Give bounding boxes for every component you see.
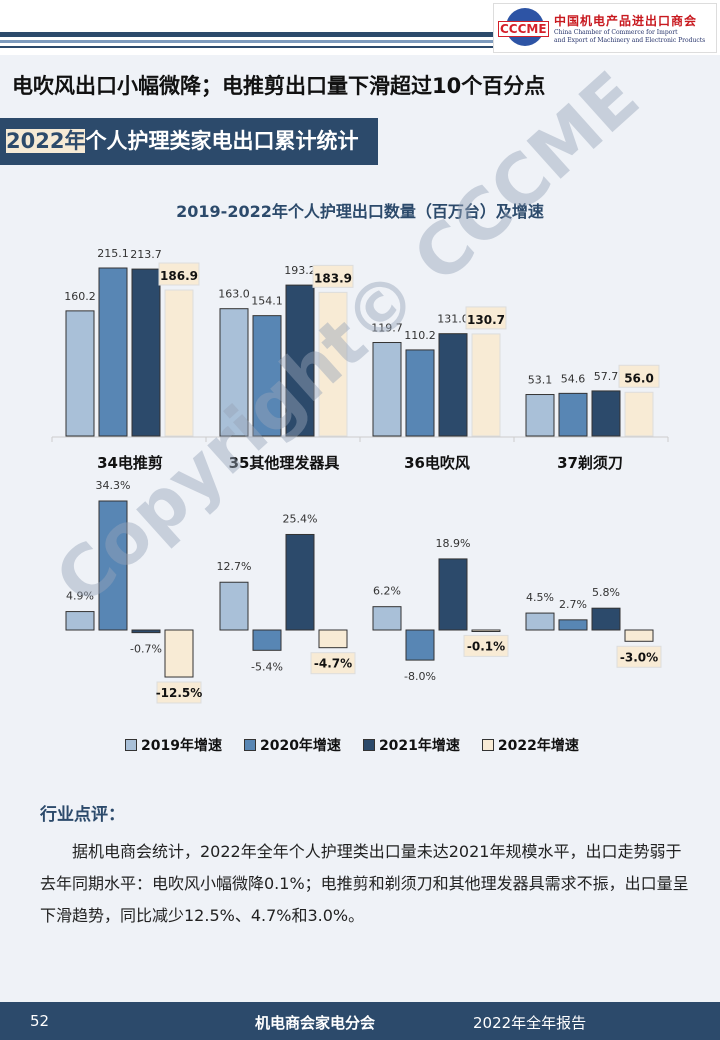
bar-2022年增速 [318, 629, 348, 649]
bar-2022 [164, 289, 194, 437]
data-label: 53.1 [528, 374, 553, 387]
data-label-box [158, 262, 200, 286]
bar-2020年增速 [98, 500, 128, 631]
data-label: 18.9% [436, 537, 471, 550]
data-label: 110.2 [404, 329, 436, 342]
header-stripe [0, 40, 495, 43]
bar-2019 [372, 342, 402, 437]
page-number: 52 [30, 1012, 50, 1030]
data-label-box [465, 306, 507, 330]
bar-2022 [318, 291, 348, 437]
data-label-box [618, 364, 660, 388]
bar-2021 [131, 268, 161, 437]
footer-report: 2022年全年报告 [473, 1014, 587, 1032]
data-label-box [156, 681, 202, 704]
legend: 2019年增速 2020年增速 2021年增速 2022年增速 [125, 735, 579, 755]
bar-2022年增速 [471, 629, 501, 632]
data-label: 6.2% [373, 585, 401, 598]
data-label: -5.4% [251, 660, 283, 673]
data-label: -0.7% [130, 643, 162, 656]
data-label: 130.7 [467, 313, 505, 327]
bar-2019 [65, 310, 95, 437]
data-label: 12.7% [217, 560, 252, 573]
legend-item: 2022年增速 [481, 735, 579, 755]
data-label: 213.7 [130, 248, 162, 261]
data-label: 193.2 [284, 264, 316, 277]
bar-2021年增速 [131, 629, 161, 634]
bar-2022年增速 [624, 629, 654, 642]
data-label: 119.7 [371, 322, 403, 335]
data-label: 2.7% [559, 598, 587, 611]
bar-2019年增速 [525, 612, 555, 631]
data-label: -12.5% [156, 686, 203, 700]
category-label: 35其他理发器具 [229, 454, 340, 472]
bar-2021 [285, 284, 315, 437]
data-label: -4.7% [314, 657, 352, 671]
data-label: 186.9 [160, 269, 198, 283]
bar-2019年增速 [65, 611, 95, 631]
data-label: -8.0% [404, 670, 436, 683]
footer: 52 机电商会家电分会 2022年全年报告 [0, 1002, 720, 1040]
data-label: 160.2 [64, 290, 96, 303]
data-label: 5.8% [592, 586, 620, 599]
data-label: 163.0 [218, 288, 250, 301]
chart-title: 2019-2022年个人护理出口数量（百万台）及增速 [176, 202, 544, 221]
bar-2019 [525, 394, 555, 437]
data-label: 25.4% [283, 512, 318, 525]
bar-2019 [219, 308, 249, 437]
bar-2020年增速 [558, 619, 588, 631]
review-heading: 行业点评： [40, 805, 125, 825]
data-label: -3.0% [620, 650, 658, 664]
bar-2021 [438, 333, 468, 437]
logo-cn: 中国机电产品进出口商会 [554, 13, 698, 28]
bar-2022 [471, 333, 501, 437]
legend-item: 2019年增速 [125, 735, 222, 755]
header-stripe [0, 46, 495, 48]
data-label: 57.7 [594, 370, 619, 383]
bar-2021年增速 [591, 607, 621, 631]
bar-2019年增速 [372, 606, 402, 631]
headline: 电吹风出口小幅微降；电推剪出口量下滑超过10个百分点 [12, 74, 546, 98]
data-label: 154.1 [251, 295, 283, 308]
data-label-box [463, 634, 509, 657]
header-stripe [0, 32, 495, 37]
data-label: -0.1% [467, 639, 505, 653]
data-label-box [312, 264, 354, 288]
bar-2020 [252, 315, 282, 437]
data-label: 4.9% [66, 590, 94, 603]
bar-2020年增速 [252, 629, 282, 651]
data-label: 34.3% [96, 479, 131, 492]
data-label: 56.0 [624, 371, 654, 385]
bar-2021年增速 [285, 533, 315, 631]
bar-2020 [98, 267, 128, 437]
data-label-box [310, 652, 356, 675]
legend-item: 2020年增速 [243, 735, 341, 755]
legend-item: 2021年增速 [362, 735, 460, 755]
category-label: 37剃须刀 [557, 454, 623, 472]
bar-2019年增速 [219, 581, 249, 631]
data-label: 215.1 [97, 247, 129, 260]
bar-2020年增速 [405, 629, 435, 661]
bar-2021 [591, 390, 621, 437]
category-label: 34电推剪 [97, 454, 163, 472]
top-bar: CCCME 中国机电产品进出口商会 China Chamber of Comme… [0, 0, 720, 55]
category-label: 36电吹风 [404, 454, 470, 472]
data-label: 54.6 [561, 372, 586, 385]
section-banner: 2022年个人护理类家电出口累计统计 [0, 118, 378, 165]
bar-2022 [624, 391, 654, 437]
data-label: 183.9 [314, 271, 352, 285]
data-label-box [616, 645, 662, 668]
logo-en: China Chamber of Commerce for Import [554, 28, 678, 36]
footer-org: 机电商会家电分会 [255, 1014, 376, 1032]
bar-2020 [405, 349, 435, 437]
data-label: 131.0 [437, 313, 469, 326]
review-body: 据机电商会统计，2022年全年个人护理类出口量未达2021年规模水平，出口走势弱… [40, 842, 689, 925]
bar-2021年增速 [438, 558, 468, 631]
logo-en: and Export of Machinery and Electronic P… [554, 36, 706, 44]
bar-2022年增速 [164, 629, 194, 678]
data-label: 4.5% [526, 591, 554, 604]
cccme-logo: CCCME 中国机电产品进出口商会 China Chamber of Comme… [493, 3, 717, 53]
bar-2020 [558, 392, 588, 437]
